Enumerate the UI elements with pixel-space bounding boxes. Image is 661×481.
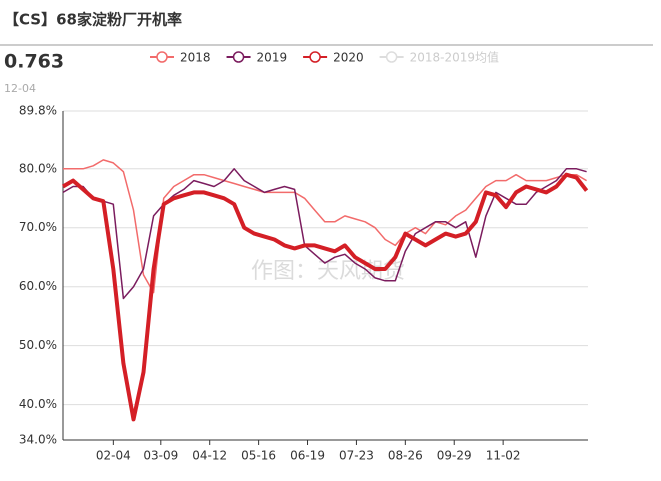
legend-label[interactable]: 2020: [333, 51, 364, 65]
title: 【CS】68家淀粉厂开机率: [4, 11, 182, 29]
legend-label[interactable]: 2018: [180, 51, 211, 65]
legend-marker[interactable]: [309, 51, 321, 63]
series-line: [61, 172, 589, 422]
x-tick-label: 02-04: [96, 449, 131, 463]
x-tick-label: 06-19: [290, 449, 325, 463]
x-tick-label: 08-26: [388, 449, 423, 463]
y-tick-label: 40.0%: [19, 397, 57, 411]
x-tick-label: 07-23: [339, 449, 374, 463]
x-tick-label: 05-16: [241, 449, 276, 463]
legend-marker[interactable]: [232, 51, 245, 63]
x-tick-label: 11-02: [486, 449, 521, 463]
legend-marker[interactable]: [156, 51, 168, 63]
series-line: [62, 168, 587, 300]
y-tick-label: 89.8%: [19, 104, 57, 118]
x-tick-label: 09-29: [437, 449, 472, 463]
latest-value: 0.763: [4, 51, 64, 73]
legend-label[interactable]: 2018-2019均值: [410, 50, 499, 65]
y-tick-label: 50.0%: [19, 338, 57, 352]
y-tick-label: 60.0%: [19, 279, 57, 293]
y-tick-label: 70.0%: [19, 220, 57, 234]
latest-date: 12-04: [4, 82, 36, 95]
y-tick-label: 34.0%: [19, 433, 57, 447]
legend-marker[interactable]: [385, 51, 398, 63]
y-tick-label: 80.0%: [19, 161, 57, 175]
legend-label[interactable]: 2019: [257, 51, 288, 65]
x-tick-label: 04-12: [192, 449, 227, 463]
x-tick-label: 03-09: [143, 449, 178, 463]
